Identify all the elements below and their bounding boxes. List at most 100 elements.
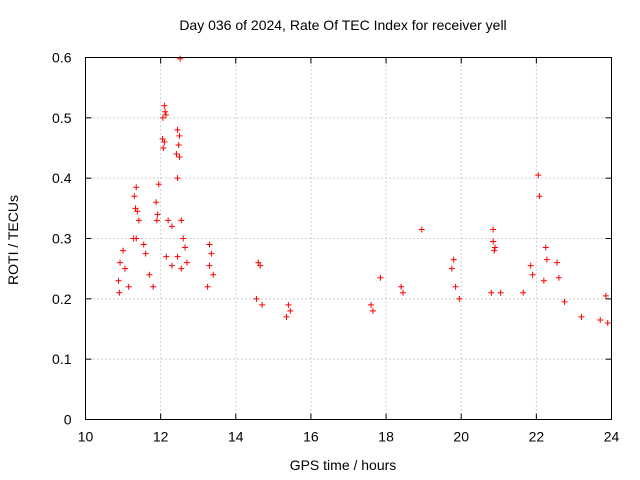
- roti-point: [140, 241, 147, 248]
- x-tick-label: 12: [153, 429, 169, 445]
- roti-point: [160, 145, 167, 151]
- roti-point: [176, 154, 183, 161]
- roti-point: [285, 301, 292, 308]
- roti-point: [117, 259, 124, 266]
- roti-point: [142, 250, 149, 257]
- roti-point: [542, 244, 549, 251]
- roti-point: [398, 283, 405, 290]
- y-axis-label: ROTI / TECUs: [5, 195, 21, 285]
- roti-point: [208, 250, 215, 257]
- y-tick-label: 0: [64, 412, 72, 428]
- roti-point: [257, 262, 264, 269]
- roti-point: [554, 259, 561, 266]
- roti-point: [452, 283, 459, 290]
- roti-point: [174, 253, 181, 260]
- roti-point: [176, 132, 183, 139]
- roti-point: [135, 217, 142, 224]
- y-tick-label: 0.1: [52, 351, 72, 367]
- roti-point: [418, 226, 425, 233]
- roti-point: [161, 102, 168, 109]
- roti-point: [178, 217, 185, 224]
- roti-point: [168, 262, 175, 269]
- roti-point: [154, 211, 161, 218]
- roti-point: [255, 259, 262, 266]
- roti-point: [597, 316, 604, 323]
- roti-point: [578, 313, 585, 320]
- roti-point: [527, 262, 534, 269]
- roti-point: [182, 244, 189, 251]
- roti-point: [540, 277, 547, 284]
- x-tick-label: 24: [604, 429, 620, 445]
- roti-point: [115, 277, 122, 284]
- roti-point: [153, 217, 160, 224]
- roti-point: [561, 298, 568, 305]
- roti-point: [125, 283, 132, 290]
- roti-point: [132, 205, 139, 212]
- roti-point: [165, 217, 172, 224]
- roti-point: [178, 265, 185, 272]
- roti-point: [283, 313, 290, 320]
- roti-point: [173, 151, 180, 158]
- roti-point: [174, 175, 181, 182]
- roti-point: [497, 289, 504, 296]
- roti-point: [133, 184, 140, 191]
- roti-point: [368, 301, 375, 308]
- roti-point: [448, 265, 455, 272]
- roti-point: [146, 271, 153, 278]
- y-tick-label: 0.2: [52, 291, 72, 307]
- roti-point: [536, 193, 543, 200]
- roti-point: [490, 226, 497, 233]
- data-points: [115, 55, 611, 326]
- x-tick-label: 10: [78, 429, 94, 445]
- roti-point: [131, 193, 138, 200]
- roti-point: [529, 271, 536, 278]
- roti-point: [604, 319, 611, 326]
- roti-point: [287, 307, 294, 314]
- roti-point: [450, 256, 457, 263]
- roti-point: [204, 283, 211, 290]
- roti-point: [159, 135, 166, 142]
- roti-point: [150, 283, 157, 290]
- x-tick-label: 16: [303, 429, 319, 445]
- grid-lines: [85, 57, 612, 420]
- roti-point: [206, 241, 213, 248]
- y-tick-label: 0.4: [52, 170, 72, 186]
- x-tick-label: 18: [378, 429, 394, 445]
- roti-point: [174, 126, 181, 133]
- roti-point: [206, 262, 213, 269]
- x-tick-label: 22: [529, 429, 545, 445]
- roti-point: [520, 289, 527, 296]
- x-tick-label: 20: [453, 429, 469, 445]
- roti-point: [369, 307, 376, 314]
- roti-point: [377, 274, 384, 281]
- roti-point: [183, 259, 190, 266]
- roti-point: [162, 111, 169, 118]
- roti-point: [163, 253, 170, 260]
- chart-title: Day 036 of 2024, Rate Of TEC Index for r…: [179, 17, 506, 33]
- roti-point: [253, 295, 260, 302]
- roti-point: [492, 244, 499, 251]
- roti-point: [490, 238, 497, 245]
- y-tick-label: 0.6: [52, 50, 72, 66]
- roti-point: [602, 292, 609, 299]
- roti-point: [535, 172, 542, 179]
- roti-point: [543, 256, 550, 263]
- x-axis-label: GPS time / hours: [290, 457, 397, 473]
- x-tick-label: 14: [228, 429, 244, 445]
- roti-point: [134, 208, 141, 215]
- roti-point: [120, 247, 127, 254]
- roti-point: [168, 223, 175, 230]
- roti-point: [161, 138, 168, 145]
- roti-point: [555, 274, 562, 281]
- roti-point: [162, 108, 169, 115]
- roti-point: [116, 289, 123, 296]
- roti-point: [121, 265, 128, 272]
- y-tick-label: 0.3: [52, 231, 72, 247]
- roti-point: [399, 289, 406, 296]
- roti-point: [180, 235, 187, 242]
- axis-ticks: [85, 57, 612, 420]
- roti-point: [456, 295, 463, 302]
- roti-point: [155, 181, 162, 188]
- y-tick-label: 0.5: [52, 110, 72, 126]
